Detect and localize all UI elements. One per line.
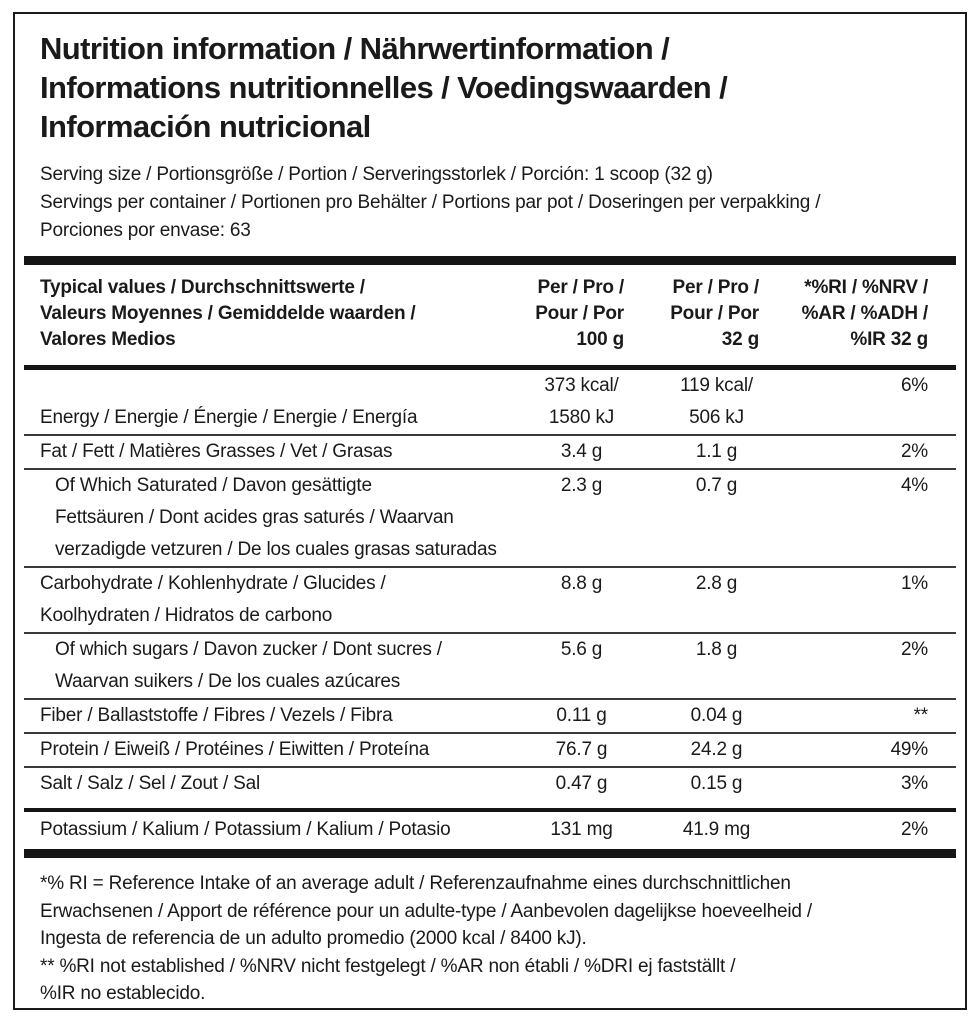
value-per-100g: 0.11 g bbox=[556, 705, 607, 726]
value-per-32g: 2.8 g bbox=[695, 573, 738, 594]
value-per-100g: 5.6 g bbox=[560, 639, 603, 660]
table-row-fiber: Fiber / Ballaststoffe / Fibres / Vezels … bbox=[24, 700, 956, 734]
row-label: Potassium / Kalium / Potassium / Kalium … bbox=[40, 819, 451, 840]
header-per-32g: Per / Pro / Pour / Por 32 g bbox=[670, 277, 759, 350]
row-label: Fiber / Ballaststoffe / Fibres / Vezels … bbox=[40, 705, 393, 726]
table-row-salt: Salt / Salz / Sel / Zout / Sal 0.47 g 0.… bbox=[24, 768, 956, 808]
table-row-protein: Protein / Eiweiß / Protéines / Eiwitten … bbox=[24, 734, 956, 768]
value-per-32g: 0.04 g bbox=[690, 705, 743, 726]
value-ri-percent: 6% bbox=[900, 375, 928, 396]
value-per-32g: 0.7 g bbox=[695, 475, 738, 496]
nutrition-label: Nutrition information / Nährwertinformat… bbox=[13, 12, 967, 1010]
row-label: Fat / Fett / Matières Grasses / Vet / Gr… bbox=[40, 441, 393, 462]
value-per-32g: 0.15 g bbox=[690, 773, 743, 794]
value-ri-percent: 2% bbox=[900, 441, 928, 462]
value-ri-percent: 2% bbox=[900, 639, 928, 660]
value-per-32g: 1.1 g bbox=[695, 441, 738, 462]
value-per-100g: 3.4 g bbox=[560, 441, 603, 462]
value-per-100g: 76.7 g bbox=[555, 739, 608, 760]
table-row-carbohydrate: Carbohydrate / Kohlenhydrate / Glucides … bbox=[24, 568, 956, 634]
table-row-fat: Fat / Fett / Matières Grasses / Vet / Gr… bbox=[24, 436, 956, 470]
header-reference-intake: *%RI / %NRV / %AR / %ADH / %IR 32 g bbox=[801, 277, 929, 350]
table-row-energy: Energy / Energie / Énergie / Energie / E… bbox=[24, 370, 956, 436]
row-label: Protein / Eiweiß / Protéines / Eiwitten … bbox=[40, 739, 430, 760]
servings-per-container-line: Servings per container / Portionen pro B… bbox=[40, 192, 821, 241]
nutrition-table: Typical values / Durchschnittswerte / Va… bbox=[24, 265, 956, 858]
row-label: Carbohydrate / Kohlenhydrate / Glucides … bbox=[40, 573, 386, 626]
value-per-100g: 0.47 g bbox=[555, 773, 608, 794]
value-ri-percent: 4% bbox=[900, 475, 928, 496]
value-per-32g: 1.8 g bbox=[695, 639, 738, 660]
value-per-100g: 373 kcal/ 1580 kJ bbox=[544, 375, 619, 428]
table-row-saturated-fat: Of Which Saturated / Davon gesättigte Fe… bbox=[24, 470, 956, 568]
serving-size-line: Serving size / Portionsgröße / Portion /… bbox=[40, 164, 713, 185]
divider-medium bbox=[24, 808, 956, 812]
value-per-100g: 2.3 g bbox=[560, 475, 603, 496]
serving-info: Serving size / Portionsgröße / Portion /… bbox=[15, 161, 965, 245]
label-title: Nutrition information / Nährwertinformat… bbox=[40, 31, 728, 144]
value-ri-note: ** bbox=[913, 705, 929, 726]
value-per-32g: 24.2 g bbox=[690, 739, 743, 760]
value-per-100g: 131 mg bbox=[550, 819, 613, 840]
footnote-not-established: ** %RI not established / %NRV nicht fest… bbox=[40, 955, 736, 1005]
row-label: Energy / Energie / Énergie / Energie / E… bbox=[40, 407, 418, 428]
table-row-potassium: Potassium / Kalium / Potassium / Kalium … bbox=[24, 812, 956, 849]
header-per-100g: Per / Pro / Pour / Por 100 g bbox=[535, 277, 624, 350]
divider-header bbox=[24, 365, 956, 370]
header-typical-values: Typical values / Durchschnittswerte / Va… bbox=[40, 277, 416, 350]
row-label: Of Which Saturated / Davon gesättigte Fe… bbox=[55, 475, 497, 560]
value-ri-percent: 49% bbox=[890, 739, 929, 760]
footnotes: *% RI = Reference Intake of an average a… bbox=[15, 870, 965, 1008]
divider-thick-bottom bbox=[24, 849, 956, 858]
footnote-reference-intake: *% RI = Reference Intake of an average a… bbox=[40, 873, 812, 949]
row-label: Salt / Salz / Sel / Zout / Sal bbox=[40, 773, 260, 794]
value-ri-percent: 3% bbox=[900, 773, 928, 794]
value-per-32g: 119 kcal/ 506 kJ bbox=[680, 375, 753, 428]
value-ri-percent: 2% bbox=[900, 819, 928, 840]
value-per-100g: 8.8 g bbox=[560, 573, 603, 594]
value-ri-percent: 1% bbox=[900, 573, 928, 594]
row-label: Of which sugars / Davon zucker / Dont su… bbox=[55, 639, 442, 692]
table-row-sugars: Of which sugars / Davon zucker / Dont su… bbox=[24, 634, 956, 700]
divider-thick-top bbox=[24, 256, 956, 265]
value-per-32g: 41.9 mg bbox=[682, 819, 751, 840]
table-header-row: Typical values / Durchschnittswerte / Va… bbox=[24, 265, 956, 365]
